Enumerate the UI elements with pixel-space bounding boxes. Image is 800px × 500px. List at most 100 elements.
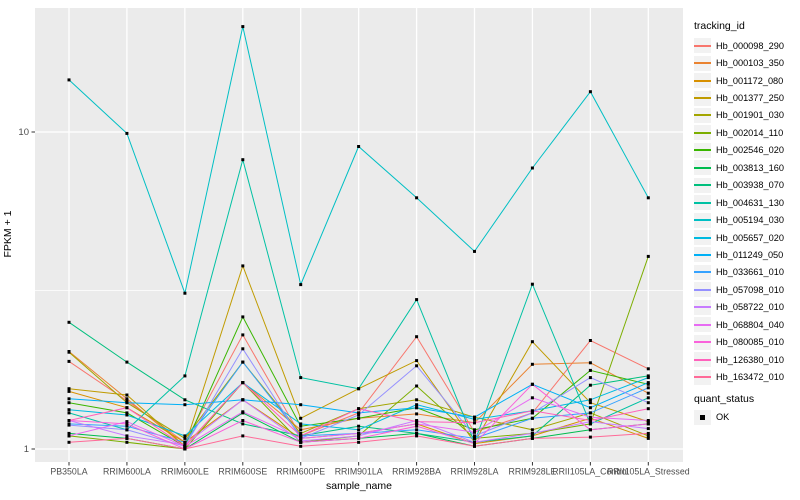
data-point <box>67 411 71 415</box>
legend-item-label: Hb_011249_050 <box>716 249 784 260</box>
x-tick-label: RRII105LA_Control <box>552 467 628 477</box>
data-point <box>299 424 303 428</box>
data-point <box>299 431 303 435</box>
data-point <box>415 364 419 368</box>
data-point <box>646 367 650 371</box>
legend-key <box>694 73 711 89</box>
data-point <box>125 440 129 444</box>
data-point <box>415 412 419 416</box>
legend-item-label: Hb_126380_010 <box>716 354 784 365</box>
data-point <box>473 444 476 448</box>
data-point <box>588 401 592 405</box>
data-point <box>67 78 71 82</box>
legend-key <box>694 409 711 425</box>
data-point <box>646 401 650 405</box>
data-point <box>241 264 245 268</box>
data-point <box>530 416 534 420</box>
data-point <box>183 434 187 438</box>
legend-key <box>694 142 711 158</box>
data-point <box>241 434 245 438</box>
data-point <box>530 411 534 415</box>
legend-key <box>694 299 711 315</box>
data-point <box>415 428 419 432</box>
data-point <box>67 359 71 363</box>
legend-item-label: Hb_005657_020 <box>716 232 784 243</box>
data-point <box>473 430 476 434</box>
legend-swatch-line <box>694 201 711 204</box>
legend-item: Hb_001377_250 <box>694 89 800 106</box>
legend-key <box>694 125 711 141</box>
data-point <box>67 401 71 405</box>
data-point <box>646 427 650 431</box>
data-point <box>125 406 129 410</box>
data-point <box>67 397 71 401</box>
legend-swatch-line <box>694 376 711 379</box>
legend-key <box>694 38 711 54</box>
data-point <box>588 435 592 439</box>
data-point <box>473 442 476 446</box>
legend-item: Hb_001172_080 <box>694 72 800 89</box>
data-point <box>357 387 361 391</box>
data-point <box>530 428 534 432</box>
data-point <box>67 320 71 324</box>
data-point <box>357 436 361 440</box>
data-point <box>646 434 650 438</box>
data-point <box>125 131 129 135</box>
data-point <box>125 411 129 415</box>
data-point <box>530 382 534 386</box>
legend-key <box>694 264 711 280</box>
y-tick-label: 10 <box>18 127 29 138</box>
legend-item: Hb_033661_010 <box>694 264 800 281</box>
data-point <box>241 315 245 319</box>
legend-item-label: Hb_163472_010 <box>716 372 784 383</box>
data-point <box>415 420 419 424</box>
x-tick-label: PB350LA <box>50 467 87 477</box>
legend: tracking_id Hb_000098_290 Hb_000103_350 Hb… <box>694 20 800 426</box>
legend-key <box>694 369 711 385</box>
data-point <box>588 415 592 419</box>
data-point <box>415 434 419 438</box>
data-point <box>67 423 71 427</box>
legend-swatch-line <box>694 236 711 239</box>
legend-key <box>694 317 711 333</box>
legend-key <box>694 282 711 298</box>
legend-item-label: Hb_000103_350 <box>716 58 784 69</box>
data-point <box>473 415 476 419</box>
data-point <box>299 376 303 380</box>
x-tick-label: RRIM600SE <box>218 467 267 477</box>
data-point <box>357 434 361 438</box>
data-point <box>241 25 245 29</box>
legend-swatch-line <box>694 131 711 134</box>
legend-swatch-line <box>694 114 711 117</box>
legend-swatch-line <box>694 184 711 187</box>
x-tick-label: RRIM901LA <box>335 467 383 477</box>
data-point <box>646 419 650 422</box>
legend-swatch-line <box>694 97 711 100</box>
data-point <box>241 398 245 402</box>
data-point <box>415 398 419 402</box>
data-point <box>530 166 534 170</box>
legend-item: Hb_126380_010 <box>694 351 800 368</box>
data-point <box>241 333 245 337</box>
data-point <box>67 419 71 422</box>
data-point <box>357 145 361 148</box>
data-point <box>357 407 361 411</box>
data-point <box>588 398 592 402</box>
legend-title-tracking-id: tracking_id <box>694 20 745 32</box>
data-point <box>183 398 187 402</box>
data-point <box>67 387 71 391</box>
legend-swatch-line <box>694 271 711 274</box>
data-point <box>299 428 303 432</box>
data-point <box>241 381 245 385</box>
legend-swatch-line <box>694 44 711 47</box>
data-point <box>299 444 303 448</box>
data-point <box>299 416 303 420</box>
legend-swatch-line <box>694 79 711 82</box>
legend-key <box>694 195 711 211</box>
legend-key <box>694 352 711 368</box>
legend-item-label: Hb_001377_250 <box>716 93 784 104</box>
legend-item-label: Hb_080085_010 <box>716 337 784 348</box>
data-point <box>588 428 592 432</box>
x-tick-label: RRIM928BA <box>392 467 441 477</box>
data-point <box>125 360 129 364</box>
